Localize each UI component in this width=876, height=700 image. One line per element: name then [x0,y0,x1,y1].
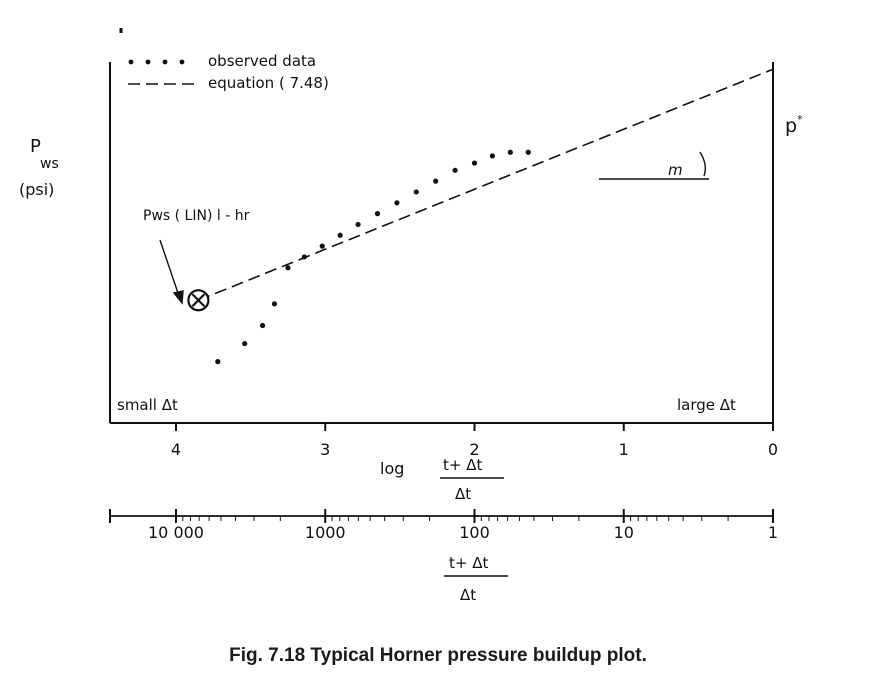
ratio-axis-denominator: Δt [460,586,476,604]
y-label-main: P [30,136,41,157]
pws-lin-label: Pws ( LIN) l - hr [143,208,250,224]
slope-m-label: m [668,161,683,179]
log-axis-numerator: t+ Δt [443,456,482,474]
data-point-8 [355,221,361,228]
log-tick-label-2: 2 [469,440,479,459]
observed-data-layer [215,149,531,365]
legend-equation-label: equation ( 7.48) [208,74,329,92]
ratio-tick-label-2: 100 [459,523,490,542]
legend-observed-label: observed data [208,52,316,70]
ratio-tick-label-3: 10 [614,523,634,542]
log-tick-label-3: 1 [619,440,629,459]
data-point-11 [413,189,419,195]
data-point-16 [507,149,513,155]
y-label-sub: ws [40,156,59,172]
log-tick-label-4: 0 [768,440,778,459]
pws-arrow [159,239,184,305]
data-point-4 [285,265,291,271]
data-point-14 [471,160,478,166]
log-axis-denominator: Δt [455,485,471,503]
data-point-2 [259,322,266,329]
data-point-1 [242,340,248,347]
y-axis-label: P ws (psi) [19,136,59,199]
slope-triangle [599,151,709,180]
data-point-17 [525,149,531,155]
ratio-tick-label-0: 10 000 [148,523,204,542]
data-point-10 [394,200,400,206]
slope-arc [699,151,707,177]
log-tick-label-1: 3 [320,440,330,459]
p-star-label: p* [785,113,803,137]
log-axis: 4 3 2 1 0 [171,423,778,459]
large-dt-label: large Δt [677,396,736,414]
data-point-3 [271,301,278,307]
pws-marker-layer [187,289,210,312]
ratio-axis-numerator: t+ Δt [449,554,488,572]
ratio-tick-label-1: 1000 [305,523,346,542]
small-dt-label: small Δt [117,396,178,414]
data-point-13 [452,167,458,173]
data-point-12 [433,178,439,184]
ratio-axis: 10 000 1000 100 10 1 [109,509,778,542]
data-point-7 [337,232,343,238]
data-point-0 [215,359,221,365]
legend: observed data equation ( 7.48) [128,52,329,92]
legend-dots-marker [128,59,185,65]
figure-caption: Fig. 7.18 Typical Horner pressure buildu… [229,645,647,666]
equation-line [198,68,774,302]
data-point-5 [301,254,307,260]
y-label-units: (psi) [19,180,54,199]
log-tick-label-0: 4 [171,440,181,459]
plot-frame [109,62,774,424]
data-point-6 [319,243,325,249]
log-axis-label: log [380,459,404,478]
ratio-tick-label-4: 1 [768,523,778,542]
p-star-text: p* [785,113,803,137]
pws-marker-cross-b [191,293,206,308]
data-point-9 [374,211,381,217]
data-point-15 [489,153,496,159]
horner-plot: observed data equation ( 7.48) P ws (psi… [19,28,803,604]
equation-line-layer [198,68,774,302]
